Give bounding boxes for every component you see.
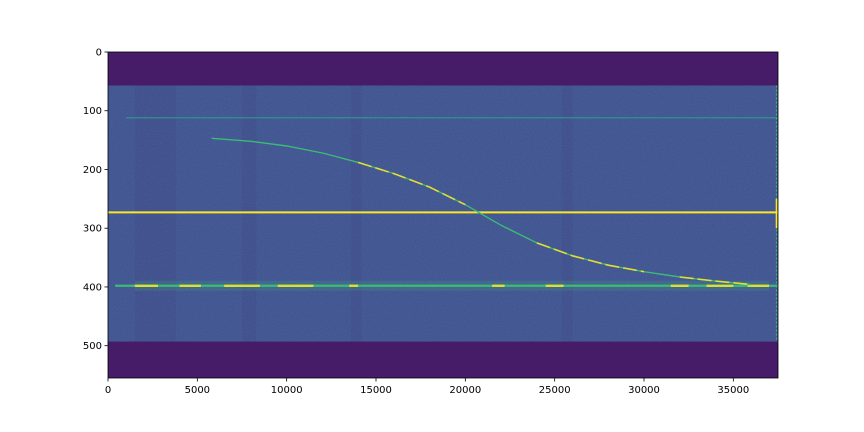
x-tick-label: 5000 bbox=[185, 385, 210, 396]
dark-band-1 bbox=[108, 341, 778, 378]
x-axis: 0 5000 10000 15000 20000 25000 30000 35000 bbox=[105, 378, 749, 396]
segmented-glow bbox=[134, 280, 770, 291]
y-tick-label: 300 bbox=[83, 224, 102, 235]
curve-bright-2 bbox=[679, 276, 752, 286]
y-tick-label: 100 bbox=[83, 106, 102, 117]
x-tick-label: 35000 bbox=[717, 385, 749, 396]
x-tick-label: 10000 bbox=[271, 385, 303, 396]
dark-band-0 bbox=[108, 52, 778, 86]
y-tick-label: 200 bbox=[83, 165, 102, 176]
plot-area bbox=[107, 51, 779, 379]
y-axis: 0 100 200 300 400 500 bbox=[83, 48, 108, 352]
x-tick-label: 25000 bbox=[539, 385, 571, 396]
y-tick-label: 500 bbox=[83, 341, 102, 352]
plot-frame bbox=[107, 51, 779, 379]
y-tick-label: 400 bbox=[83, 282, 102, 293]
heatmap-noise bbox=[108, 52, 778, 378]
curve-bright-0 bbox=[357, 161, 466, 206]
x-tick-label: 0 bbox=[105, 385, 111, 396]
x-tick-label: 15000 bbox=[360, 385, 392, 396]
x-tick-label: 30000 bbox=[628, 385, 660, 396]
curve-trace bbox=[211, 137, 752, 286]
curve-bright-1 bbox=[536, 242, 645, 273]
y-tick-label: 0 bbox=[96, 48, 102, 59]
x-tick-label: 20000 bbox=[449, 385, 481, 396]
